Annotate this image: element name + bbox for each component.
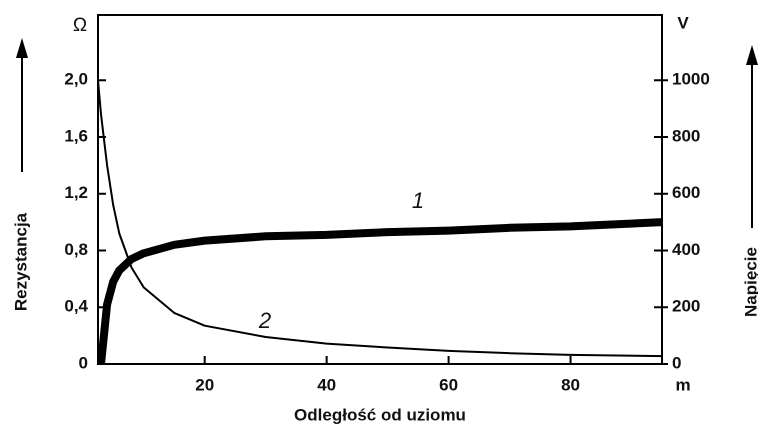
y2-tick-label: 800 (672, 126, 700, 145)
y-axis-label: Rezystancja (11, 212, 30, 311)
x-tick-label: 40 (317, 375, 336, 394)
y-tick-label: 0,4 (64, 297, 88, 316)
x-tick-label: 20 (195, 375, 214, 394)
curve-label: 1 (412, 188, 424, 213)
y2-tick-label: 400 (672, 240, 700, 259)
y2-tick-label: 200 (672, 297, 700, 316)
y-tick-label: 2,0 (64, 70, 88, 89)
line-series (97, 80, 663, 358)
y-tick-label: 0 (79, 353, 88, 372)
y-tick-label: 0,8 (64, 240, 88, 259)
y2-arrow-head (746, 45, 758, 65)
line-series (97, 218, 663, 365)
x-axis-label: Odległość od uziomu (294, 405, 466, 424)
y2-unit: V (677, 13, 689, 32)
plot-frame (97, 14, 663, 365)
y2-tick-label: 1000 (672, 70, 710, 89)
y-tick-label: 1,6 (64, 126, 88, 145)
curve-label: 2 (258, 308, 271, 333)
x-tick-label: 60 (439, 375, 458, 394)
y2-axis-label: Napięcie (741, 247, 758, 317)
x-unit: m (675, 375, 690, 394)
x-tick-label: 80 (561, 375, 580, 394)
y2-tick-label: 600 (672, 183, 700, 202)
y-tick-label: 1,2 (64, 183, 88, 202)
y-arrow-head (16, 38, 28, 58)
y2-tick-label: 0 (672, 353, 681, 372)
y-unit: Ω (73, 15, 87, 36)
